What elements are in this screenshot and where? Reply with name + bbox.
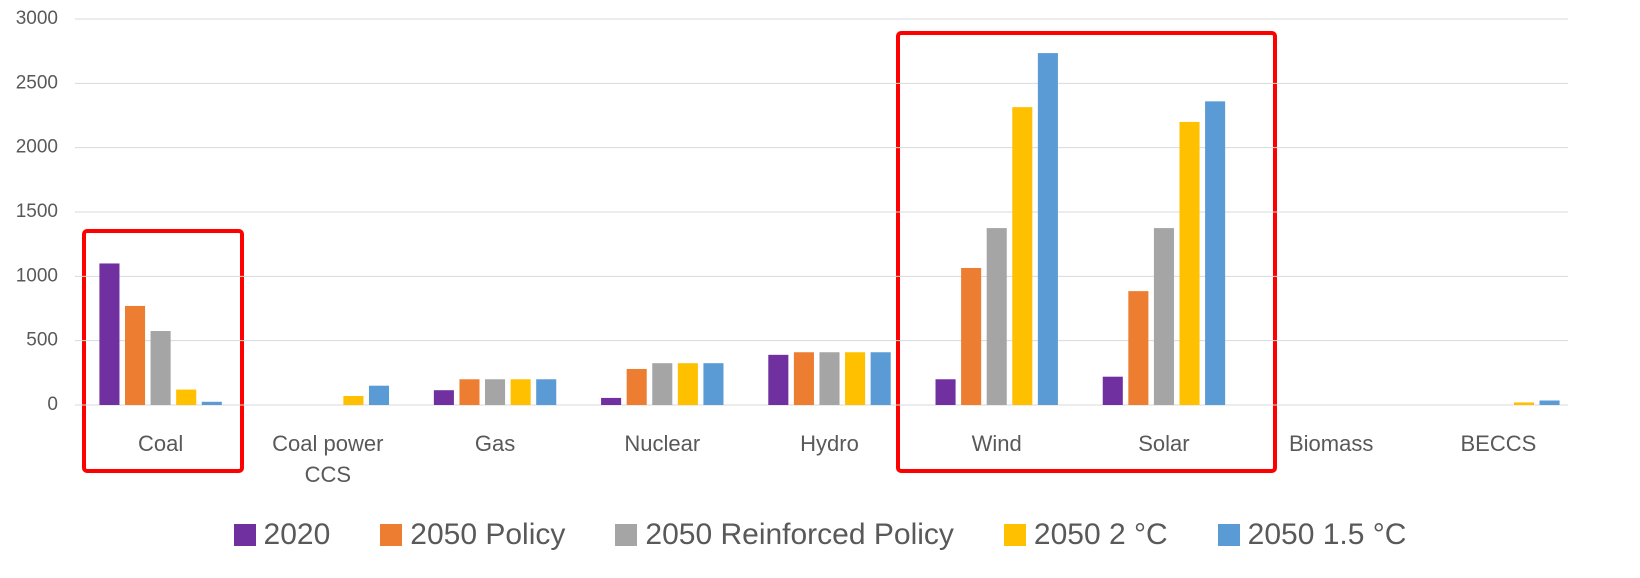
bar — [677, 363, 698, 405]
legend-swatch — [1003, 524, 1026, 546]
legend-label: 2050 Reinforced Policy — [645, 518, 954, 551]
legend-label: 2020 — [263, 518, 331, 551]
bar — [1102, 376, 1123, 405]
bar — [652, 363, 673, 405]
bar — [485, 379, 506, 405]
bar — [1539, 400, 1560, 405]
y-tick-label: 3000 — [16, 8, 58, 29]
legend-swatch — [615, 524, 638, 546]
bar — [1128, 291, 1149, 405]
bar — [870, 352, 891, 405]
bar — [1179, 121, 1200, 405]
bar — [935, 379, 956, 405]
bar — [819, 352, 840, 405]
x-tick-label: Nuclear — [624, 431, 701, 456]
legend-item: 2020 — [233, 518, 331, 552]
bar — [343, 395, 364, 405]
y-tick-label: 1500 — [16, 201, 58, 222]
bar — [986, 228, 1007, 405]
bar — [510, 379, 531, 405]
bar — [433, 390, 454, 405]
bar — [793, 352, 814, 405]
x-tick-label: Solar — [1138, 431, 1190, 456]
legend-swatch — [1217, 524, 1240, 546]
bar — [1513, 402, 1535, 405]
bar — [1153, 228, 1174, 405]
legend-item: 2050 1.5 °C — [1217, 518, 1407, 552]
legend: 2020 2050 Policy 2050 Reinforced Policy 205… — [0, 518, 1640, 552]
legend-swatch — [233, 524, 256, 546]
legend-label: 2050 1.5 °C — [1247, 518, 1407, 551]
bar — [99, 263, 120, 405]
bar — [150, 331, 171, 405]
legend-swatch — [380, 524, 403, 546]
x-tick-label: Coal power CCS — [272, 431, 384, 487]
y-tick-label: 0 — [47, 394, 58, 415]
x-tick-label: Biomass — [1288, 431, 1374, 456]
legend-label: 2050 2 °C — [1033, 518, 1168, 551]
plot: 0 500 1000 1500 2000 2500 3000 — [16, 8, 1568, 415]
y-tick-label: 1000 — [16, 265, 58, 286]
bar — [768, 354, 789, 405]
bar — [626, 368, 647, 405]
legend-label: 2050 Policy — [410, 518, 566, 551]
legend-item: 2050 2 °C — [1003, 518, 1168, 552]
bar — [1037, 53, 1058, 405]
bar — [1012, 107, 1033, 406]
bar — [176, 389, 197, 405]
y-tick-label: 500 — [26, 330, 58, 351]
y-tick-label: 2500 — [16, 72, 58, 93]
bar — [459, 379, 480, 405]
x-tick-label: BECCS — [1460, 431, 1537, 456]
bar — [124, 305, 146, 405]
bar — [1205, 101, 1226, 405]
x-tick-label: Gas — [474, 431, 516, 456]
x-tick-label: Hydro — [800, 431, 859, 456]
highlight-box — [82, 229, 244, 473]
legend-item: 2050 Policy — [380, 518, 565, 552]
bar — [703, 363, 724, 405]
bar — [961, 267, 982, 405]
x-tick-label: Coal — [137, 431, 184, 456]
bar — [845, 352, 866, 405]
bar — [201, 401, 222, 405]
bar — [368, 385, 390, 405]
legend-item: 2050 Reinforced Policy — [615, 518, 954, 552]
bar — [536, 379, 557, 405]
x-tick-label: Wind — [971, 431, 1022, 456]
highlight-box — [896, 31, 1277, 473]
y-tick-label: 2000 — [16, 137, 58, 158]
bar — [601, 397, 622, 405]
